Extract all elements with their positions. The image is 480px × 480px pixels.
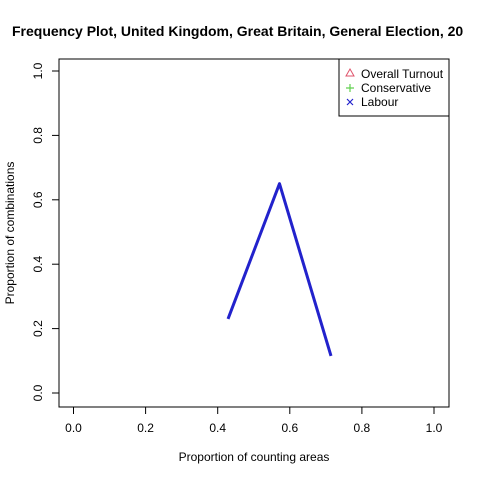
x-tick-label: 0.0 [65, 421, 82, 435]
legend-label-labour: Labour [361, 95, 398, 109]
x-tick-label: 1.0 [426, 421, 443, 435]
legend-item-overall-turnout: Overall Turnout [346, 67, 444, 81]
y-axis-label: Proportion of combinations [3, 162, 17, 305]
legend-label-conservative: Conservative [361, 81, 431, 95]
y-tick-label: 0.2 [31, 320, 45, 337]
x-tick-label: 0.4 [209, 421, 226, 435]
y-axis: 0.0 0.2 0.4 0.6 0.8 1.0 [31, 62, 59, 401]
legend-label-overall-turnout: Overall Turnout [361, 67, 444, 81]
series-line [228, 184, 331, 356]
x-axis-label: Proportion of counting areas [179, 450, 330, 464]
legend: Overall Turnout Conservative Labour [339, 59, 449, 116]
x-tick-label: 0.2 [137, 421, 154, 435]
y-tick-label: 1.0 [31, 62, 45, 79]
chart-title: Frequency Plot, United Kingdom, Great Br… [12, 23, 463, 39]
x-axis: 0.0 0.2 0.4 0.6 0.8 1.0 [65, 407, 443, 435]
y-tick-label: 0.6 [31, 191, 45, 208]
series-layer [228, 184, 331, 356]
y-tick-label: 0.8 [31, 127, 45, 144]
y-tick-label: 0.4 [31, 256, 45, 273]
y-tick-label: 0.0 [31, 384, 45, 401]
x-tick-label: 0.8 [354, 421, 371, 435]
x-tick-label: 0.6 [281, 421, 298, 435]
